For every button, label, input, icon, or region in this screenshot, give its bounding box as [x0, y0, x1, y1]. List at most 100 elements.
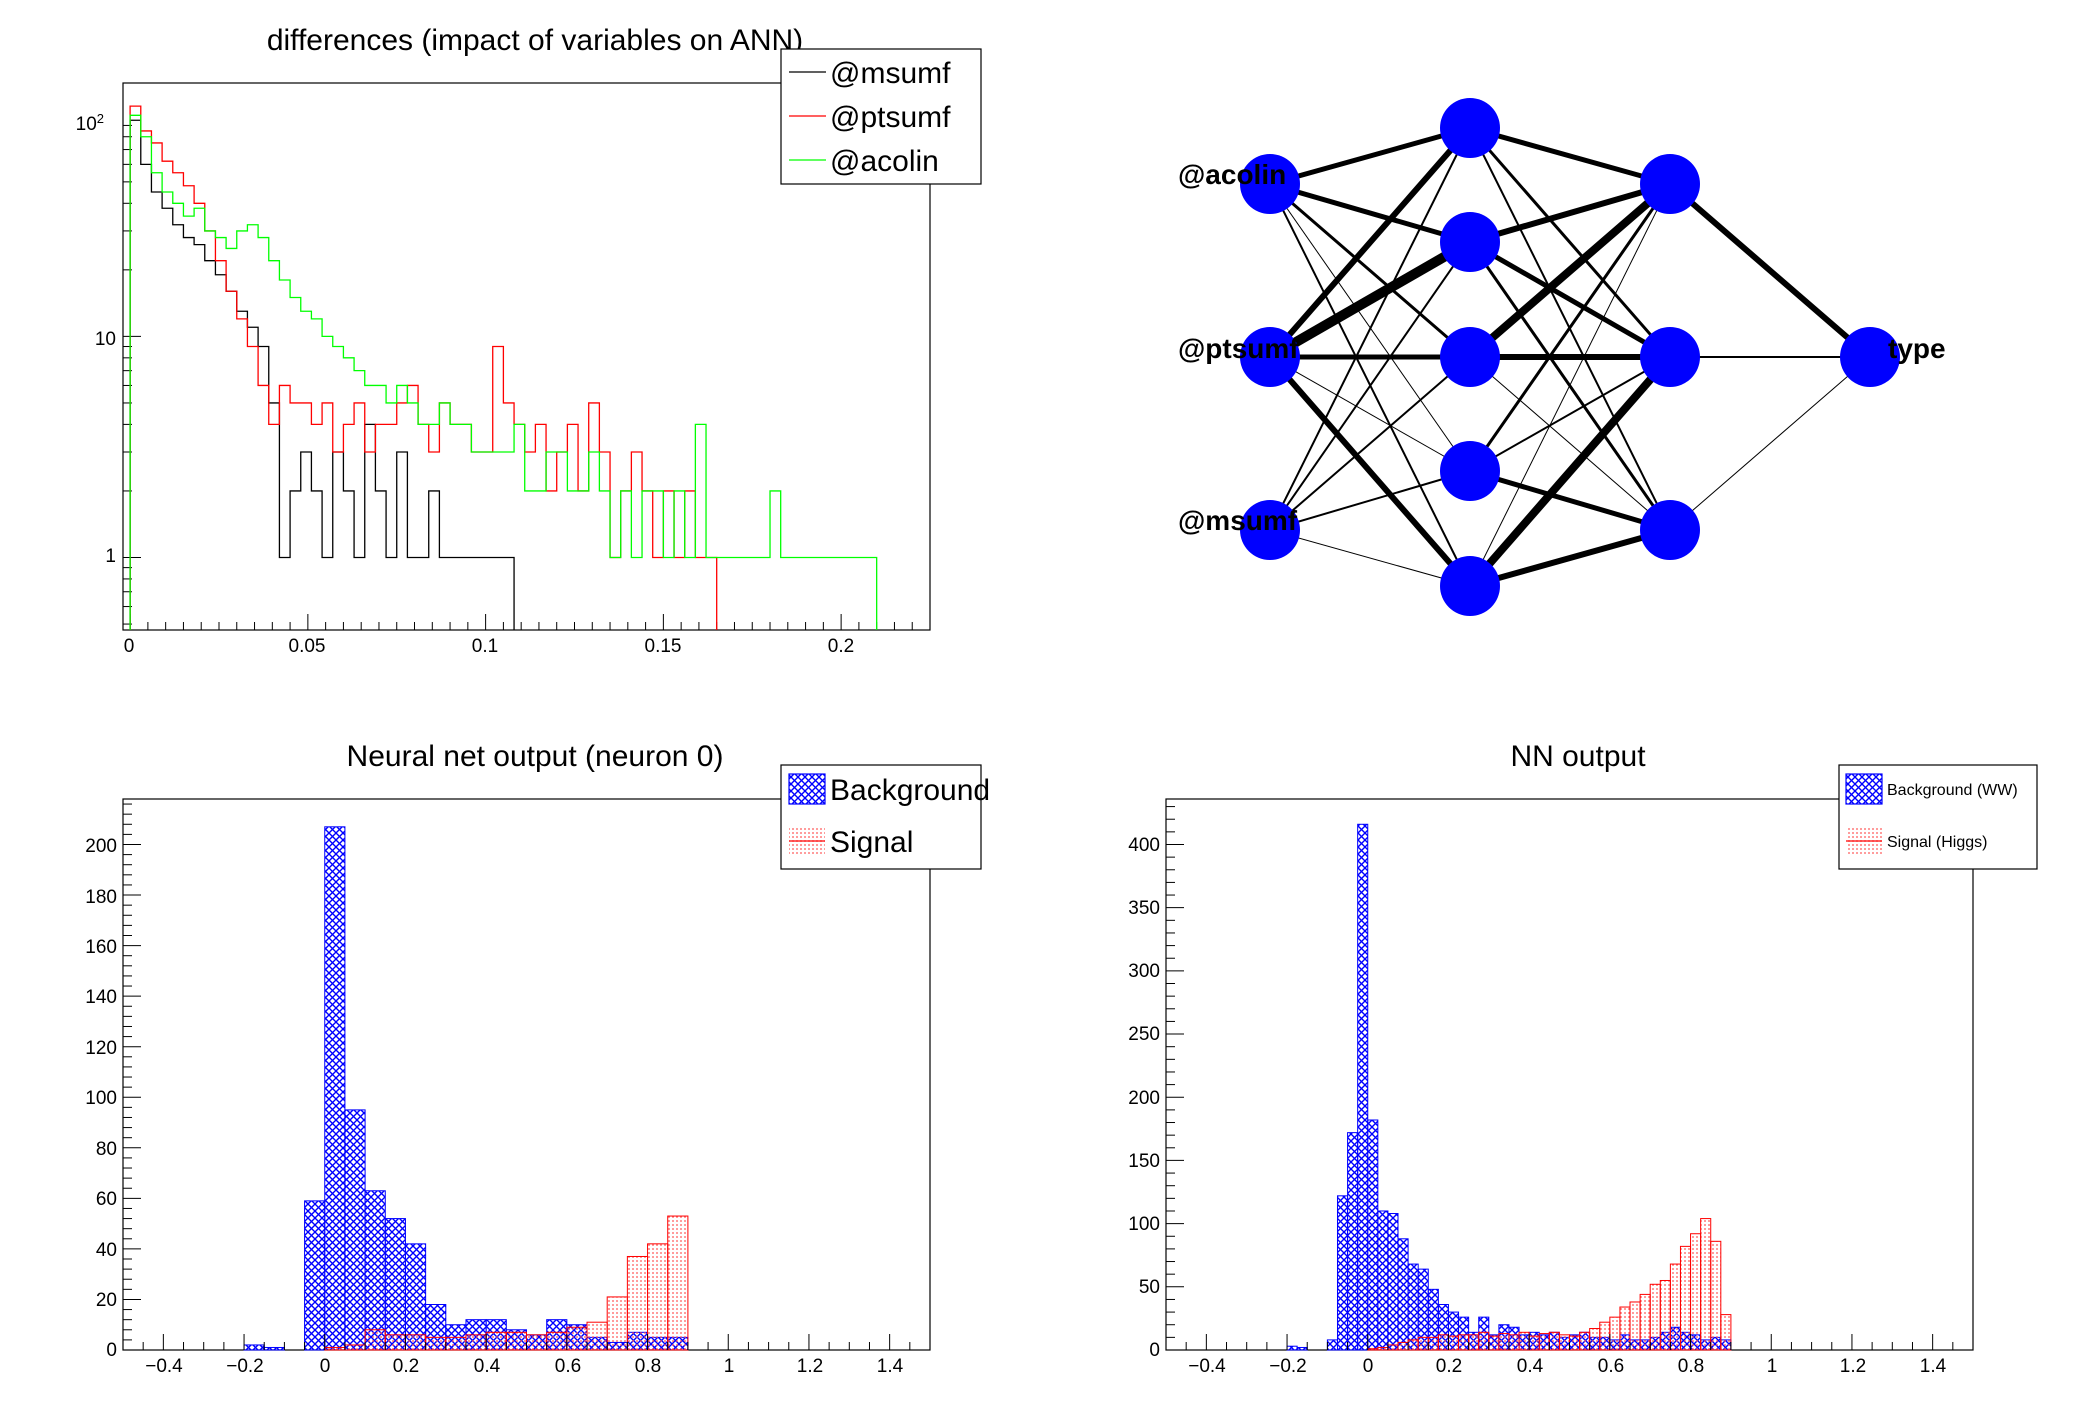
output-label-type: type	[1888, 333, 1946, 364]
network-edge	[1469, 125, 1671, 187]
hist-bar	[364, 1190, 386, 1351]
differences-panel: differences (impact of variables on ANN)…	[76, 24, 982, 658]
hist-bar	[1720, 1314, 1732, 1351]
hist-bar	[505, 1331, 528, 1351]
hist-bar	[324, 1346, 346, 1351]
hist-bar	[1639, 1293, 1651, 1351]
diff-xtick-label-0: 0	[124, 636, 135, 657]
hist-bar	[1579, 1331, 1591, 1351]
network-edge	[1469, 356, 1671, 531]
nn-xtick-label-9: 1.4	[1920, 1356, 1947, 1377]
neuron0-histograms	[243, 826, 689, 1351]
n0-ytick-label-4: 80	[96, 1139, 117, 1160]
hist-bar	[1397, 1341, 1409, 1351]
n0-ytick-label-6: 120	[85, 1038, 117, 1059]
network-edge	[1269, 182, 1471, 359]
neuron-layer1-2	[1440, 327, 1500, 387]
nn-ytick-label-6: 300	[1128, 961, 1160, 982]
legend-signal-higgs-label: Signal (Higgs)	[1887, 834, 1987, 851]
nn-xtick-label-5: 0.6	[1598, 1356, 1624, 1377]
neuron0-frame	[122, 798, 931, 1351]
hist-bar	[485, 1331, 507, 1351]
n0-ytick-label-7: 140	[85, 987, 117, 1008]
hist-bar	[384, 1218, 406, 1351]
hist-bar	[1599, 1321, 1611, 1351]
hist-bar	[1357, 823, 1369, 1351]
series-msumf	[129, 119, 515, 630]
network-edge	[1469, 527, 1671, 589]
hist-bar	[606, 1296, 628, 1351]
hist-bar	[1407, 1263, 1419, 1351]
nnoutput-title: NN output	[1510, 740, 1646, 773]
hist-bar	[1558, 1334, 1570, 1351]
neuron-layer2-0	[1640, 154, 1700, 214]
legend-background-ww-swatch	[1845, 773, 1883, 805]
hist-bar	[1690, 1233, 1702, 1351]
neuron0-tick-labels: −0.4 −0.2 0 0.2 0.4 0.6 0.8 1 1.2 1.4 0 …	[85, 836, 903, 1377]
neuron-layer2-1	[1640, 327, 1700, 387]
hist-bar	[1367, 1348, 1379, 1351]
legend-background-ww-label: Background (WW)	[1887, 782, 2018, 799]
network-edge	[1468, 183, 1672, 472]
n0-xtick-label-3: 0.2	[393, 1356, 419, 1377]
network-nodes	[1240, 98, 1900, 616]
network-edge	[1269, 356, 1471, 531]
neuron-layer0-0	[1240, 154, 1300, 214]
network-edge	[1269, 356, 1471, 472]
input-label-ptsumf: @ptsumf	[1178, 333, 1299, 364]
legend-background-label: Background	[830, 774, 990, 807]
n0-xtick-label-1: −0.2	[226, 1356, 264, 1377]
network-edge	[1668, 181, 1872, 360]
hist-bar	[1569, 1335, 1581, 1351]
nn-xtick-label-2: 0	[1363, 1356, 1374, 1377]
hist-bar	[344, 1109, 366, 1351]
hist-bar	[364, 1329, 386, 1351]
hist-bar	[1417, 1336, 1429, 1351]
nn-ytick-label-5: 250	[1128, 1024, 1160, 1045]
diff-xtick-label-4: 0.2	[828, 636, 854, 657]
n0-xtick-label-5: 0.6	[555, 1356, 581, 1377]
nnoutput-histograms	[1286, 823, 1732, 1351]
legend-background-swatch	[788, 773, 826, 805]
n0-xtick-label-6: 0.8	[635, 1356, 661, 1377]
network-edge	[1267, 355, 1473, 588]
hist-bar	[566, 1326, 588, 1351]
diff-ytick-label-10: 10	[95, 329, 116, 350]
n0-xtick-label-8: 1.2	[797, 1356, 823, 1377]
input-label-msumf: @msumf	[1178, 505, 1298, 536]
hist-bar	[1609, 1316, 1621, 1351]
hist-bar	[1326, 1339, 1338, 1351]
hist-bar	[1659, 1279, 1671, 1351]
n0-xtick-label-9: 1.4	[877, 1356, 904, 1377]
nnoutput-axis-ticks	[1165, 806, 1974, 1351]
hist-bar	[1427, 1336, 1439, 1351]
hist-bar	[1286, 1345, 1298, 1351]
neuron0-axis-ticks	[122, 803, 931, 1351]
n0-ytick-label-0: 0	[106, 1340, 117, 1361]
network-panel: @acolin @ptsumf @msumf type	[1178, 98, 1946, 616]
differences-tick-labels: 0 0.05 0.1 0.15 0.2 1 10 102	[76, 111, 855, 658]
hist-bar	[626, 1255, 649, 1351]
n0-ytick-label-10: 200	[85, 836, 117, 857]
nnoutput-frame	[1165, 798, 1974, 1351]
hist-background	[1286, 823, 1732, 1351]
hist-bar	[404, 1334, 427, 1351]
nn-ytick-label-1: 50	[1139, 1277, 1160, 1298]
network-edge	[1469, 181, 1671, 245]
hist-bar	[1528, 1335, 1540, 1351]
hist-bar	[1488, 1335, 1500, 1351]
hist-signal	[1367, 1218, 1732, 1351]
hist-bar	[1710, 1240, 1722, 1351]
hist-bar	[1387, 1344, 1399, 1351]
hist-bar	[1538, 1333, 1550, 1351]
input-label-acolin: @acolin	[1178, 159, 1286, 190]
hist-bar	[1508, 1334, 1520, 1351]
hist-bar	[344, 1344, 366, 1351]
hist-bar	[1447, 1335, 1460, 1351]
network-edges	[1267, 125, 1872, 589]
nn-ytick-label-0: 0	[1149, 1340, 1160, 1361]
network-edge	[1269, 529, 1471, 587]
hist-bar	[465, 1334, 487, 1351]
hist-bar	[304, 1200, 326, 1351]
nn-xtick-label-7: 1	[1767, 1356, 1778, 1377]
